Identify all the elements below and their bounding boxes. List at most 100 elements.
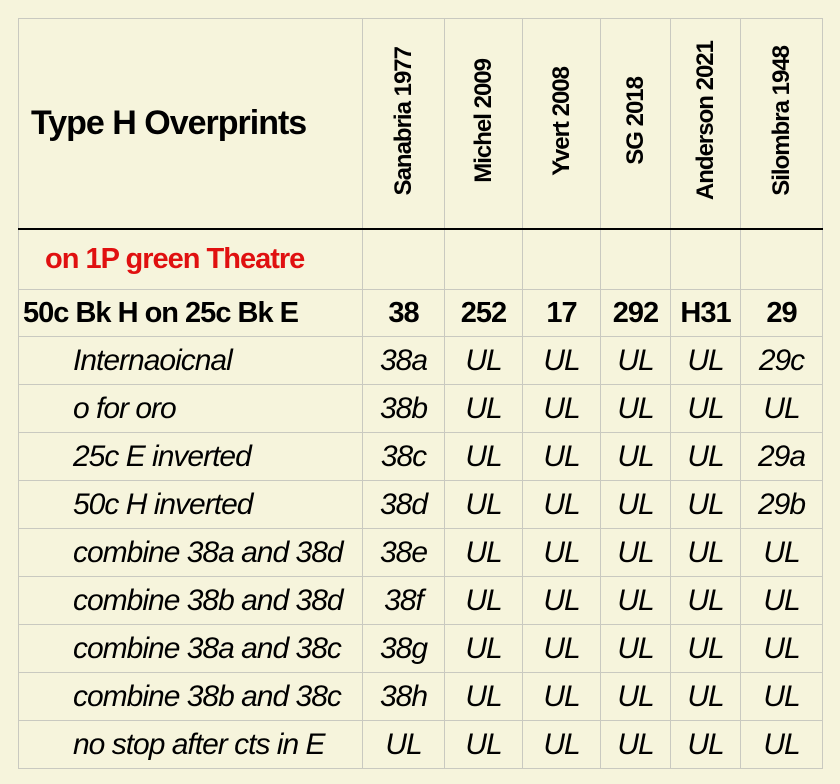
column-header-cell: Anderson 2021 [670,18,741,230]
catalog-number: UL [740,528,823,577]
catalog-number: UL [670,576,741,625]
catalog-number: UL [740,384,823,433]
row-label: 50c H inverted [18,480,363,529]
header-row: Type H Overprints Sanabria 1977 Michel 20… [18,18,823,230]
table-row: 50c H inverted 38d UL UL UL UL 29b [18,480,823,529]
catalog-number: UL [444,624,523,673]
column-header-cell: SG 2018 [600,18,671,230]
catalog-number: 38g [362,624,445,673]
catalog-number: 29 [740,289,823,337]
table-row: Internaoicnal 38a UL UL UL UL 29c [18,336,823,385]
catalog-number: UL [670,720,741,769]
empty-cell [600,228,671,290]
table-row: 25c E inverted 38c UL UL UL UL 29a [18,432,823,481]
row-label: combine 38b and 38c [18,672,363,721]
table-row: o for oro 38b UL UL UL UL UL [18,384,823,433]
column-header: Yvert 2008 [547,66,575,176]
table-title: Type H Overprints [18,18,363,230]
column-header: Anderson 2021 [691,41,719,201]
catalog-number: UL [740,624,823,673]
table-row: combine 38b and 38c 38h UL UL UL UL UL [18,672,823,721]
catalog-number: UL [522,432,601,481]
catalog-number: UL [670,384,741,433]
row-label: 25c E inverted [18,432,363,481]
catalog-number: 252 [444,289,523,337]
empty-cell [670,228,741,290]
catalog-number: UL [522,384,601,433]
catalog-number: 29b [740,480,823,529]
catalog-number: UL [522,528,601,577]
table-row: combine 38a and 38d 38e UL UL UL UL UL [18,528,823,577]
catalog-number: UL [600,480,671,529]
section-row: on 1P green Theatre [18,228,823,290]
catalog-number: 38c [362,432,445,481]
catalog-number: UL [670,480,741,529]
catalog-number: UL [444,480,523,529]
empty-cell [362,228,445,290]
catalog-number: UL [522,480,601,529]
catalog-number: 38a [362,336,445,385]
catalog-number: UL [444,432,523,481]
column-header: Sanabria 1977 [389,46,417,196]
row-label: o for oro [18,384,363,433]
catalog-number: UL [444,576,523,625]
column-header: Michel 2009 [469,59,497,183]
catalog-number: UL [444,528,523,577]
catalog-number: 38d [362,480,445,529]
row-label: Internaoicnal [18,336,363,385]
row-label: combine 38b and 38d [18,576,363,625]
catalog-number: UL [600,672,671,721]
catalog-number: UL [670,432,741,481]
catalog-number: UL [670,336,741,385]
row-label: no stop after cts in E [18,720,363,769]
catalog-number: UL [444,672,523,721]
catalog-number: UL [670,528,741,577]
table-row: combine 38b and 38d 38f UL UL UL UL UL [18,576,823,625]
catalog-number: UL [670,672,741,721]
catalog-number: UL [600,720,671,769]
catalog-number: 38f [362,576,445,625]
catalog-number: UL [740,576,823,625]
empty-cell [522,228,601,290]
catalog-number: 38h [362,672,445,721]
row-label: combine 38a and 38d [18,528,363,577]
catalog-number: 38e [362,528,445,577]
catalog-number: UL [522,720,601,769]
column-header-cell: Michel 2009 [444,18,523,230]
catalog-number: UL [600,624,671,673]
catalog-number: UL [444,720,523,769]
catalog-number: UL [362,720,445,769]
table-row: no stop after cts in E UL UL UL UL UL UL [18,720,823,769]
catalog-number: UL [444,336,523,385]
catalog-number: 38 [362,289,445,337]
column-header-cell: Yvert 2008 [522,18,601,230]
column-header: Silombra 1948 [767,46,795,196]
catalog-number: UL [522,624,601,673]
column-header-cell: Silombra 1948 [740,18,823,230]
catalog-number: 29a [740,432,823,481]
catalog-number: 292 [600,289,671,337]
catalog-number: UL [600,432,671,481]
catalog-number: H31 [670,289,741,337]
section-label: on 1P green Theatre [18,228,363,290]
catalog-number: UL [740,672,823,721]
catalog-number: 29c [740,336,823,385]
catalog-number: 38b [362,384,445,433]
catalog-number: UL [522,672,601,721]
catalog-number: UL [444,384,523,433]
column-header-cell: Sanabria 1977 [362,18,445,230]
catalog-number: UL [600,528,671,577]
empty-cell [740,228,823,290]
catalog-number: UL [522,336,601,385]
catalog-number: UL [600,336,671,385]
table-row: 50c Bk H on 25c Bk E 38 252 17 292 H31 29 [18,289,823,337]
catalog-number: UL [600,576,671,625]
catalog-number: UL [600,384,671,433]
column-header: SG 2018 [621,77,649,165]
row-label: 50c Bk H on 25c Bk E [18,289,363,337]
row-label: combine 38a and 38c [18,624,363,673]
catalog-number: UL [522,576,601,625]
catalog-number: UL [670,624,741,673]
